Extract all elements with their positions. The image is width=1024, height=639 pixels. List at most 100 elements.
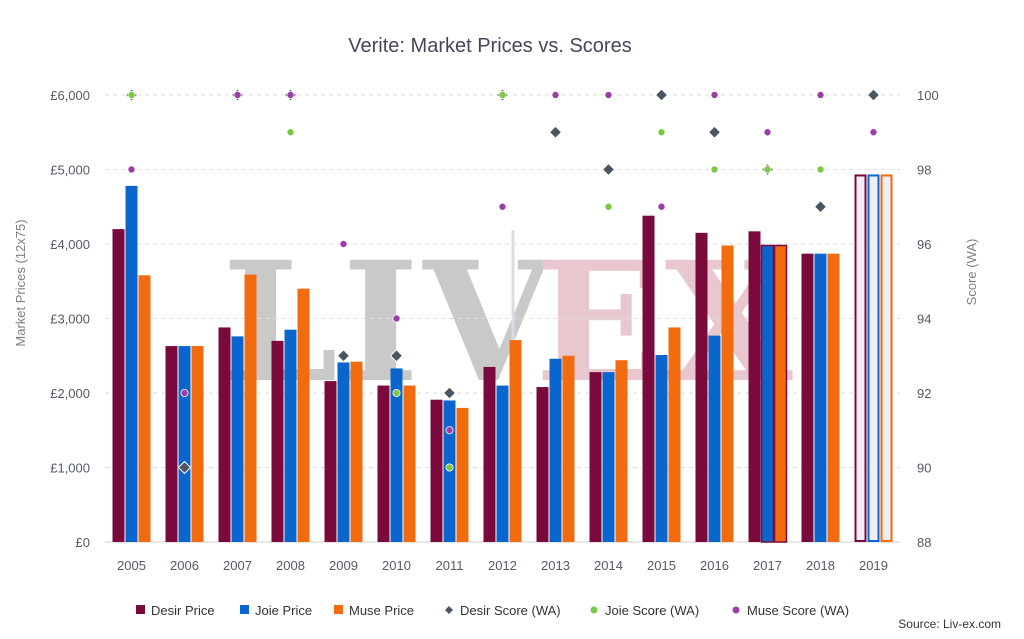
legend-swatch-muse-score-wa [732,606,740,614]
x-tick-label: 2006 [170,558,199,573]
x-tick-label: 2010 [382,558,411,573]
bar-muse-price-2012 [509,340,522,542]
x-tick-label: 2018 [806,558,835,573]
marker-joie-score-wa-2015 [657,128,666,137]
y2-tick-label: 96 [917,237,931,252]
legend-swatch-desir-price [136,605,145,614]
legend-swatch-desir-score-wa [445,606,453,614]
bar-desir-price-2005 [112,229,125,542]
marker-joie-score-wa-2008 [286,128,295,137]
bar-joie-price-2019 [867,174,880,543]
y2-tick-label: 88 [917,535,931,550]
x-tick-label: 2015 [647,558,676,573]
bar-muse-price-2019 [880,174,893,543]
source-note: Source: Liv-ex.com [898,617,1001,631]
y-tick-label: £0 [76,535,90,550]
marker-desir-score-wa-2015 [654,88,669,102]
marker-joie-score-wa-2016 [710,165,719,174]
marker-muse-score-wa-2006 [180,388,189,397]
bar-joie-price-2015 [655,355,668,542]
bar-muse-price-2014 [615,360,628,542]
marker-desir-score-wa-2010 [389,349,404,363]
x-tick-label: 2019 [859,558,888,573]
marker-joie-score-wa-2018 [816,165,825,174]
bar-desir-price-2009 [324,381,337,542]
bar-joie-price-2017 [760,244,775,543]
x-tick-label: 2017 [753,558,782,573]
y2-tick-label: 98 [917,163,931,178]
marker-desir-score-wa-2014 [601,162,616,177]
bar-desir-price-2018 [801,253,814,542]
x-tick-label: 2005 [117,558,146,573]
x-tick-label: 2011 [436,558,464,573]
y-tick-label: £6,000 [50,88,90,103]
legend: Desir Price Joie Price Muse Price Desir Sco… [136,603,849,618]
bar-muse-price-2007 [244,274,257,542]
legend-label-muse-price: Muse Price [349,603,414,618]
bar-joie-price-2012 [496,385,509,542]
bar-desir-price-2007 [218,327,231,542]
y2-tick-label: 100 [917,88,939,103]
legend-label-desir-price: Desir Price [151,603,215,618]
marker-muse-score-wa-2011 [445,426,454,435]
bar-joie-price-2005 [125,185,138,542]
x-axis-ticks: 2005 2006 2007 2008 2009 2010 2011 2012 2013 2014… [117,558,888,573]
bar-joie-price-2018 [814,253,827,542]
bar-muse-price-2015 [668,327,681,542]
bar-desir-price-2011 [430,399,443,542]
bar-muse-price-2005 [138,275,151,542]
marker-joie-score-wa-2017 [763,165,772,174]
legend-swatch-joie-price [240,605,249,614]
marker-muse-score-wa-2012 [498,202,507,211]
y-axis-ticks: £0 £1,000 £2,000 £3,000 £4,000 £5,000 £6,000 [50,88,90,550]
bar-muse-price-2018 [827,253,840,542]
bar-joie-price-2014 [602,372,615,542]
bar-joie-price-2008 [284,329,297,542]
marker-desir-score-wa-2013 [548,125,563,139]
x-tick-label: 2013 [541,558,570,573]
y-tick-label: £4,000 [50,237,90,252]
marker-muse-score-wa-2005 [127,165,136,174]
x-tick-label: 2014 [594,558,623,573]
marker-muse-score-wa-2013 [551,91,560,100]
y2-tick-label: 92 [917,386,931,401]
bar-desir-price-2015 [642,215,655,542]
bar-joie-price-2006 [178,346,191,542]
bar-joie-price-2007 [231,336,244,542]
legend-swatch-muse-price [334,605,343,614]
bar-muse-price-2006 [191,346,204,542]
x-tick-label: 2007 [223,558,252,573]
marker-muse-score-wa-2017 [763,128,772,137]
bar-joie-price-2016 [708,335,721,542]
legend-label-joie-score-wa: Joie Score (WA) [605,603,699,618]
marker-joie-score-wa-2014 [604,202,613,211]
bar-muse-price-2008 [297,288,310,542]
marker-desir-score-wa-2019 [866,88,881,102]
bar-muse-price-2009 [350,361,363,542]
bar-desir-price-2019 [854,174,867,543]
x-tick-label: 2016 [700,558,729,573]
y-tick-label: £3,000 [50,312,90,327]
marker-muse-score-wa-2016 [710,91,719,100]
bar-joie-price-2009 [337,362,350,542]
bar-muse-price-2017 [773,244,788,543]
y-tick-label: £1,000 [50,461,90,476]
bar-muse-price-2010 [403,385,416,542]
marker-muse-score-wa-2010 [392,314,401,323]
x-tick-label: 2008 [276,558,305,573]
marker-muse-score-wa-2014 [604,91,613,100]
y2-axis-label: Score (WA) [964,239,979,306]
marker-joie-score-wa-2011 [445,463,454,472]
score-marker-layer [124,88,881,475]
bar-muse-price-2013 [562,355,575,542]
legend-label-joie-price: Joie Price [255,603,312,618]
marker-muse-score-wa-2019 [869,128,878,137]
bar-muse-price-2016 [721,245,734,543]
chart-title: Verite: Market Prices vs. Scores [348,35,631,57]
bar-desir-price-2012 [483,366,496,542]
marker-joie-score-wa-2005 [127,91,136,100]
x-tick-label: 2012 [488,558,517,573]
marker-joie-score-wa-2010 [392,388,401,397]
bar-joie-price-2010 [390,368,403,542]
